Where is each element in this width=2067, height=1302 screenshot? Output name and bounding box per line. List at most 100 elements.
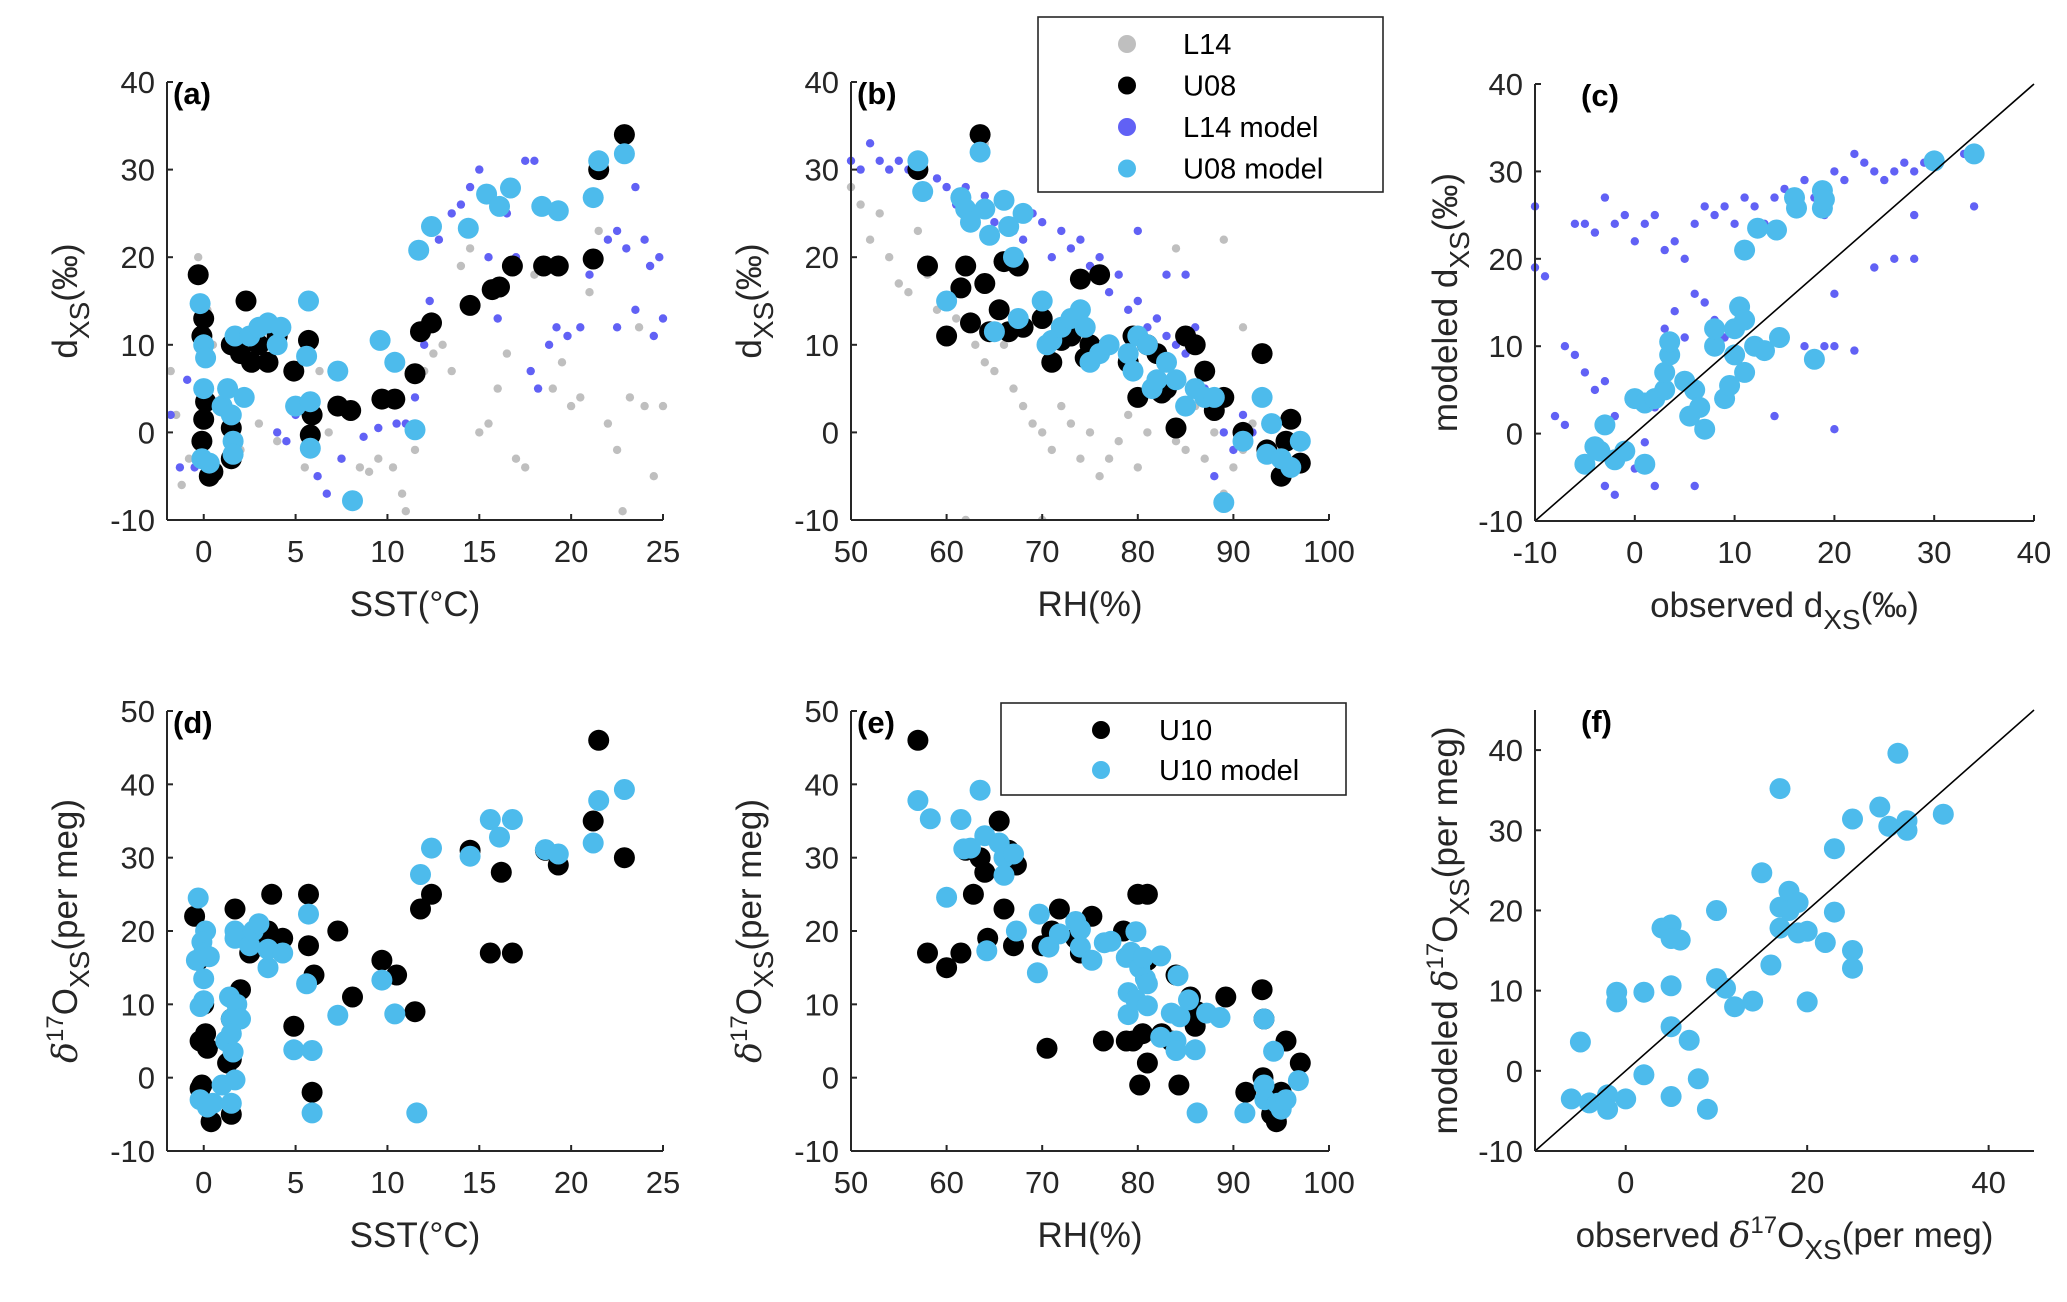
data-point: [971, 340, 980, 349]
data-point: [1754, 340, 1775, 362]
data-point: [1696, 1098, 1718, 1120]
data-point: [955, 255, 977, 277]
x-tick-label: 90: [1216, 1165, 1250, 1200]
data-point: [224, 898, 246, 920]
data-point: [1870, 263, 1879, 272]
data-point: [969, 124, 991, 146]
y-tick-label: 40: [1489, 733, 1523, 768]
data-point: [969, 779, 991, 801]
data-point: [612, 445, 622, 455]
data-point: [384, 388, 406, 410]
x-axis-label: RH(%): [1038, 585, 1143, 624]
x-tick-label: 0: [195, 1165, 212, 1200]
data-point: [547, 843, 569, 865]
data-point: [613, 847, 635, 869]
data-point: [298, 290, 319, 312]
data-point: [374, 423, 383, 433]
data-point: [493, 384, 502, 393]
data-point: [257, 957, 279, 979]
panel-label: (c): [1581, 78, 1619, 113]
data-point: [421, 837, 442, 859]
data-point: [1251, 386, 1273, 408]
data-point: [1900, 158, 1909, 167]
data-point: [429, 349, 438, 358]
data-point: [645, 261, 655, 271]
data-point: [1251, 343, 1273, 365]
x-tick-label: 20: [1790, 1165, 1824, 1200]
data-point: [1640, 219, 1650, 228]
data-point: [530, 156, 539, 165]
data-point: [1133, 463, 1143, 472]
data-point: [980, 358, 989, 367]
data-point: [355, 463, 365, 472]
data-point: [1814, 932, 1836, 953]
data-point: [421, 883, 442, 905]
data-point: [1203, 386, 1225, 408]
data-point: [1594, 414, 1616, 436]
data-point: [501, 255, 523, 277]
y-tick-label: 10: [805, 987, 839, 1022]
data-point: [552, 323, 561, 332]
data-point: [1600, 377, 1610, 386]
data-point: [588, 729, 610, 751]
data-point: [548, 384, 557, 393]
data-point: [1150, 945, 1172, 967]
data-point: [588, 150, 610, 172]
data-point: [1750, 202, 1759, 211]
data-point: [1280, 456, 1302, 478]
data-point: [1680, 333, 1689, 342]
data-point: [974, 273, 996, 294]
data-point: [919, 808, 941, 830]
data-point: [1066, 244, 1076, 253]
y-tick-label: 30: [805, 153, 839, 188]
data-point: [322, 489, 331, 498]
data-point: [1704, 318, 1726, 340]
data-point: [1590, 385, 1600, 395]
data-point: [266, 334, 288, 356]
legend-item-l14: L14: [1118, 29, 1231, 61]
data-point: [1136, 973, 1158, 995]
data-point: [459, 845, 481, 867]
x-label-sub: XS: [1804, 1234, 1841, 1265]
y-tick-label: -10: [110, 503, 155, 538]
data-point: [272, 927, 294, 949]
data-point: [493, 314, 502, 323]
data-point: [1654, 361, 1676, 383]
y-tick-label: 10: [1489, 974, 1523, 1009]
data-point: [1610, 490, 1620, 499]
data-point: [420, 340, 429, 349]
data-point: [489, 195, 510, 217]
data-point: [1047, 253, 1057, 262]
data-point: [1670, 237, 1679, 246]
x-label-mid: O: [1777, 1216, 1804, 1255]
data-point: [408, 239, 430, 261]
y-tick-label: 20: [805, 914, 839, 949]
data-point: [993, 864, 1015, 886]
data-point: [1910, 167, 1919, 176]
data-point: [1630, 237, 1640, 246]
data-point: [1634, 453, 1656, 475]
data-point: [1089, 264, 1111, 286]
data-point: [1694, 418, 1716, 440]
data-point: [544, 340, 554, 349]
data-point: [1870, 167, 1879, 176]
data-point: [618, 507, 627, 516]
data-point: [327, 360, 349, 382]
panel-d: 0 5 10 15 20 25 -10 0 10 20 30 40 50 (d) SST(°C) δ17OXS…: [42, 694, 680, 1255]
x-tick-label: 10: [370, 1165, 404, 1200]
data-point: [1125, 921, 1147, 943]
data-point: [410, 393, 420, 402]
data-point: [298, 883, 319, 905]
y-label-main: modeled: [1426, 991, 1465, 1135]
plot-area: [166, 124, 668, 516]
data-point: [613, 124, 635, 146]
y-axis-label: δ17OXS(per meg): [42, 799, 95, 1063]
data-point: [315, 366, 324, 376]
data-point: [465, 182, 475, 192]
data-point: [327, 1004, 349, 1026]
x-tick-label: 5: [287, 1165, 304, 1200]
data-point: [1633, 1064, 1655, 1086]
data-point: [1690, 481, 1699, 491]
data-point: [531, 195, 553, 217]
data-point: [1261, 413, 1283, 435]
